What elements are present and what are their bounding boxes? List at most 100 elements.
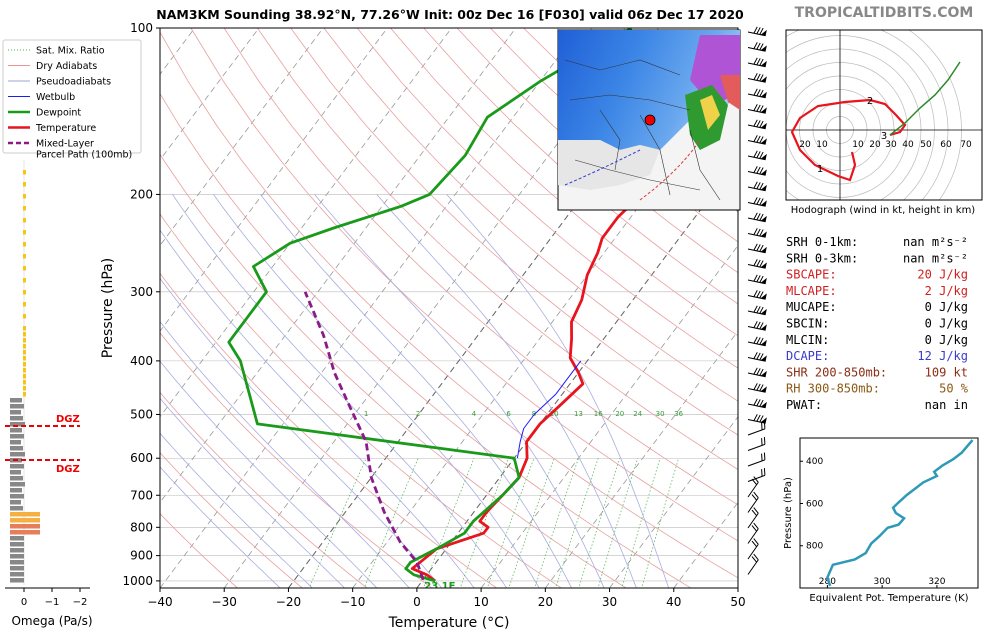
wind-barb <box>747 336 767 347</box>
series-dewpoint <box>227 28 633 583</box>
mixing-ratio-label: 2 <box>416 410 420 418</box>
hodograph: 20 10 10 20 30 40 50 60 70 1 2 3 Hodograph (wind i… <box>785 29 983 216</box>
index-label: RH 300-850mb: <box>786 382 880 396</box>
wind-barb <box>747 150 767 161</box>
omega-bar <box>23 374 26 379</box>
index-value: 0 J/kg <box>925 300 968 314</box>
mixing-ratio-label: 10 <box>550 410 559 418</box>
wind-barb <box>747 476 759 498</box>
wind-barb <box>747 259 767 269</box>
omega-bar <box>10 560 24 565</box>
omega-bar <box>10 566 24 571</box>
wind-barb <box>747 383 767 393</box>
index-value: 12 J/kg <box>917 349 968 363</box>
omega-bar <box>23 290 26 295</box>
omega-bar <box>10 416 23 421</box>
wind-barb <box>747 398 767 409</box>
skewt-xtick: 40 <box>666 595 681 609</box>
hodograph-title: Hodograph (wind in kt, height in km) <box>791 205 976 216</box>
omega-bar <box>10 506 23 511</box>
index-value: 109 kt <box>925 365 968 379</box>
omega-bar <box>10 572 24 577</box>
index-value: nan in <box>925 398 968 412</box>
wind-barb <box>747 166 767 176</box>
index-label: PWAT: <box>786 398 822 412</box>
index-label: SRH 0-1km: <box>786 235 858 249</box>
omega-bar <box>23 356 26 361</box>
wind-barbs <box>747 26 767 575</box>
legend-label: Dewpoint <box>36 108 81 119</box>
wind-barb <box>747 421 766 436</box>
index-label: MUCAPE: <box>786 300 837 314</box>
index-value: 50 % <box>939 382 969 396</box>
omega-bar <box>10 500 21 505</box>
indices-table: SRH 0-1km: nan m²s⁻² SRH 0-3km: nan m²s⁻² SB… <box>786 235 969 412</box>
mixing-ratio-label: 20 <box>615 410 624 418</box>
wind-barb <box>747 119 767 130</box>
omega-bar <box>10 536 24 541</box>
hodo-ring-label: 60 <box>940 140 952 150</box>
omega-bar <box>23 338 26 343</box>
theta-e-plot: 280 300 320 400 600 800 Equivalent Pot. Tempe… <box>783 437 979 604</box>
hodo-ring-label: 10 <box>816 140 828 150</box>
omega-bar <box>23 380 26 385</box>
wind-barb <box>747 352 767 362</box>
index-label: DCAPE: <box>786 349 829 363</box>
omega-bar <box>10 428 22 433</box>
wind-barb <box>747 522 759 544</box>
omega-bar <box>23 182 26 187</box>
omega-bar <box>10 440 21 445</box>
legend: Sat. Mix. Ratio Dry Adiabats Pseudoadiabat… <box>2 39 142 161</box>
legend-label: Mixed-Layer Parcel Path (100mb) <box>36 139 132 161</box>
legend-label: Temperature <box>35 123 96 134</box>
wind-barb <box>747 553 759 575</box>
omega-bar <box>10 470 21 475</box>
wind-barb <box>747 104 767 114</box>
index-value: 2 J/kg <box>925 284 968 298</box>
omega-bar <box>23 314 26 319</box>
wind-barb <box>747 197 767 207</box>
mixing-ratio-label: 6 <box>506 410 511 418</box>
wind-barb <box>747 57 767 68</box>
omega-tick-2: −2 <box>73 597 88 608</box>
skewt-ytick: 300 <box>130 285 153 299</box>
hodo-height-label: 1 <box>817 164 823 175</box>
hodo-ring-label: 30 <box>885 140 897 150</box>
omega-bar <box>23 194 26 199</box>
wind-barb <box>747 26 767 37</box>
theta-e-line <box>826 439 974 587</box>
skewt-xtick: 0 <box>413 595 421 609</box>
skewt-xtick: −20 <box>276 595 301 609</box>
omega-bar <box>10 404 24 409</box>
watermark: TROPICALTIDBITS.COM <box>795 5 974 21</box>
omega-bar <box>23 368 26 373</box>
omega-bar <box>10 476 23 481</box>
wind-barb <box>747 42 767 52</box>
wind-barb <box>747 135 767 145</box>
index-value: 0 J/kg <box>925 333 968 347</box>
skewt-ytick: 100 <box>130 21 153 35</box>
omega-bar <box>23 242 26 247</box>
omega-bar <box>10 554 24 559</box>
skewt-ytick: 700 <box>130 488 153 502</box>
theta-e-ytick: 600 <box>806 499 823 509</box>
omega-bar <box>23 218 26 223</box>
theta-e-xlabel: Equivalent Pot. Temperature (K) <box>809 593 968 604</box>
omega-bar <box>23 326 26 331</box>
skewt-xtick: −30 <box>212 595 237 609</box>
theta-e-xtick: 300 <box>874 577 891 587</box>
wind-barb <box>747 452 766 467</box>
omega-bar <box>10 524 40 529</box>
skewt-ytick: 1000 <box>122 574 153 588</box>
mixing-ratio-label: 24 <box>633 410 642 418</box>
omega-bar <box>23 362 26 367</box>
omega-bar <box>10 452 25 457</box>
wind-barb <box>747 290 767 300</box>
omega-bar <box>23 230 26 235</box>
omega-bar <box>10 512 40 517</box>
omega-bar <box>10 464 24 469</box>
theta-e-ylabel: Pressure (hPa) <box>783 477 794 549</box>
omega-bar <box>10 548 24 553</box>
hodo-trace-high <box>889 61 961 136</box>
